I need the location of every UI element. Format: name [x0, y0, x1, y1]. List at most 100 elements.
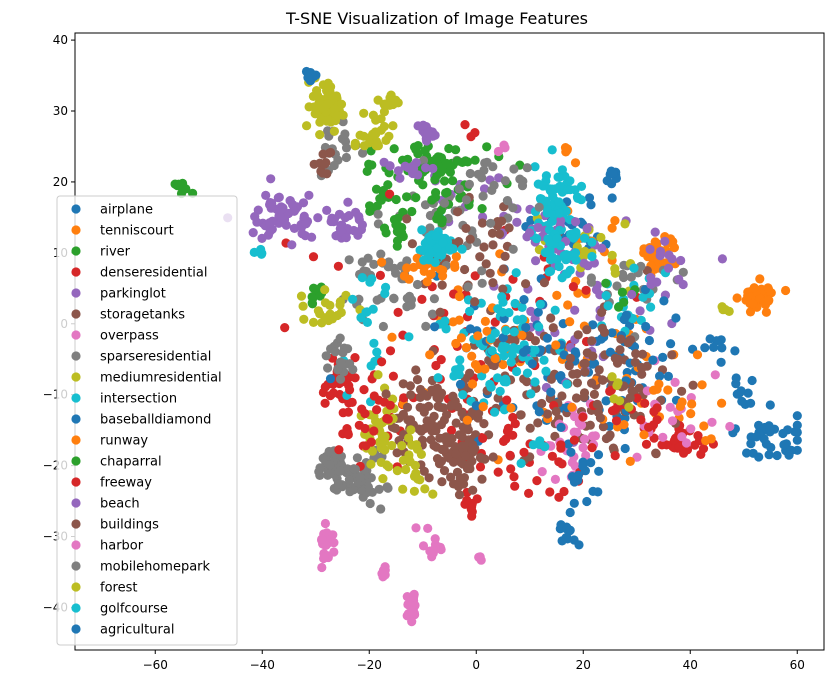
- point-airplane: [601, 396, 611, 406]
- point-tenniscourt: [560, 143, 571, 153]
- point-mediumresidential: [373, 370, 383, 380]
- point-intersection: [551, 184, 561, 194]
- point-denseresidential: [318, 387, 328, 398]
- point-chaparral: [619, 297, 629, 307]
- point-buildings: [627, 386, 637, 396]
- point-tenniscourt: [745, 307, 756, 317]
- point-airplane: [736, 386, 746, 396]
- point-baseballdiamond: [641, 321, 651, 332]
- point-buildings: [455, 474, 465, 484]
- point-golfcourse: [544, 267, 554, 277]
- point-parkinglot: [430, 130, 440, 140]
- point-overpass: [380, 570, 390, 580]
- point-denseresidential: [470, 128, 480, 138]
- point-mediumresidential: [355, 130, 365, 140]
- point-overpass: [569, 427, 579, 437]
- point-beach: [627, 289, 637, 300]
- point-river: [403, 154, 413, 164]
- point-golfcourse: [509, 327, 519, 337]
- point-freeway: [347, 397, 357, 407]
- y-tick-label: 40: [53, 33, 68, 47]
- point-buildings: [429, 411, 439, 421]
- point-denseresidential: [641, 439, 652, 449]
- point-baseballdiamond: [542, 333, 553, 343]
- point-overpass: [580, 434, 590, 444]
- point-freeway: [377, 357, 387, 367]
- point-runway: [687, 399, 697, 409]
- legend-label-mediumresidential: mediumresidential: [100, 371, 222, 386]
- point-storagetanks: [585, 420, 595, 430]
- point-mobilehomepark: [486, 218, 496, 228]
- point-mobilehomepark: [509, 164, 519, 174]
- point-runway: [567, 402, 577, 412]
- point-tenniscourt: [467, 351, 477, 361]
- point-buildings: [454, 237, 464, 247]
- point-airplane: [574, 540, 584, 550]
- y-tick-label: 20: [53, 175, 68, 189]
- point-overpass: [474, 552, 484, 562]
- point-mobilehomepark: [335, 374, 346, 384]
- point-mobilehomepark: [473, 169, 483, 179]
- point-buildings: [477, 218, 487, 228]
- point-intersection: [362, 317, 372, 327]
- x-tick-label: −40: [250, 658, 275, 672]
- point-baseballdiamond: [644, 335, 655, 346]
- point-sparseresidential: [374, 484, 384, 494]
- point-runway: [625, 456, 635, 466]
- point-chaparral: [601, 278, 611, 288]
- point-parkinglot: [570, 305, 580, 315]
- point-golfcourse: [565, 265, 575, 275]
- point-mediumresidential: [359, 108, 369, 118]
- point-golfcourse: [540, 247, 550, 258]
- point-storagetanks: [651, 448, 661, 458]
- point-storagetanks: [530, 336, 541, 346]
- point-river: [362, 166, 372, 176]
- point-intersection: [415, 245, 425, 255]
- point-overpass: [317, 562, 327, 573]
- point-beach: [597, 243, 607, 253]
- point-mediumresidential: [299, 314, 309, 324]
- point-airplane: [764, 450, 774, 460]
- point-baseballdiamond: [533, 307, 543, 317]
- point-mediumresidential: [325, 300, 335, 310]
- point-storagetanks: [537, 398, 547, 409]
- point-runway: [450, 262, 460, 272]
- point-runway: [454, 291, 464, 302]
- point-mobilehomepark: [333, 479, 343, 489]
- point-mediumresidential: [317, 318, 327, 328]
- point-overpass: [710, 370, 720, 380]
- point-tenniscourt: [763, 283, 773, 293]
- point-golfcourse: [457, 244, 467, 254]
- point-buildings: [415, 384, 426, 395]
- point-parkinglot: [479, 184, 490, 194]
- point-tenniscourt: [565, 317, 575, 327]
- point-mediumresidential: [359, 141, 369, 151]
- point-parkinglot: [717, 254, 728, 264]
- point-sparseresidential: [678, 267, 688, 277]
- point-sparseresidential: [340, 129, 350, 139]
- point-freeway: [532, 476, 542, 486]
- point-agricultural: [578, 461, 588, 471]
- point-buildings: [594, 365, 604, 375]
- point-buildings: [475, 452, 485, 463]
- point-river: [181, 184, 191, 194]
- point-buildings: [461, 223, 471, 233]
- point-buildings: [587, 336, 597, 346]
- point-golfcourse: [547, 216, 557, 226]
- point-sparseresidential: [325, 468, 335, 478]
- point-storagetanks: [580, 367, 590, 377]
- point-agricultural: [717, 343, 727, 353]
- point-mobilehomepark: [323, 363, 333, 373]
- point-buildings: [439, 403, 449, 413]
- series-harbor: [411, 140, 510, 534]
- point-buildings: [636, 362, 647, 373]
- point-intersection: [603, 301, 613, 311]
- point-agricultural: [582, 496, 592, 507]
- legend-marker-storagetanks: [71, 309, 81, 319]
- point-storagetanks: [546, 374, 557, 384]
- series-buildings: [309, 147, 677, 500]
- point-buildings: [610, 353, 620, 363]
- point-buildings: [488, 240, 498, 250]
- point-forest: [624, 402, 634, 412]
- point-buildings: [461, 424, 471, 434]
